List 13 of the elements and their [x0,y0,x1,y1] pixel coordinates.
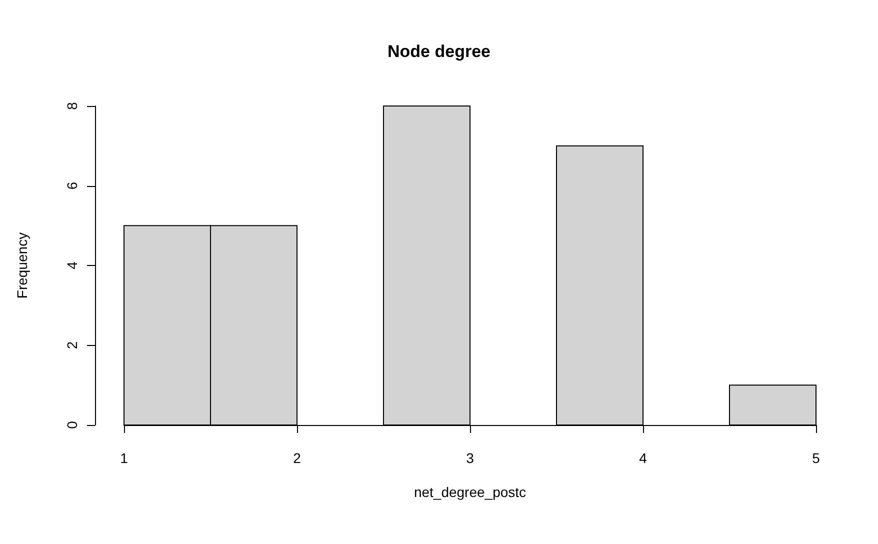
chart-title: Node degree [388,42,490,61]
y-tick-label: 8 [64,102,80,110]
y-tick-label: 4 [64,261,80,270]
x-tick-label: 4 [639,450,648,466]
x-tick-label: 3 [466,450,474,466]
y-axis-title: Frequency [14,232,30,299]
y-tick-label: 0 [64,420,80,429]
x-tick-label: 5 [812,450,820,466]
y-tick-label: 2 [64,341,80,350]
y-tick-label: 6 [64,182,80,190]
x-tick-label: 2 [293,450,302,466]
x-axis-title: net_degree_postc [414,484,526,500]
x-tick-label: 1 [120,450,128,466]
